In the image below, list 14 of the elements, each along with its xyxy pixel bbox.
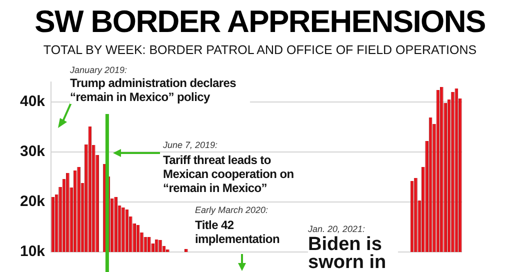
chart-subtitle: TOTAL BY WEEK: BORDER PATROL AND OFFICE OF FIELD OPERATIONS: [42, 43, 478, 58]
annotation: Tariff threat leads to Mexican cooperation on “remain in Mexico”: [163, 153, 303, 195]
annotation: Jan. 20, 2021:: [308, 224, 370, 235]
y-tick-label: 10k: [20, 243, 46, 260]
y-tick-label: 40k: [20, 93, 46, 110]
text: January 2019:: [70, 65, 132, 76]
annotation: Title 42 implementation: [195, 218, 295, 246]
annotation: Trump administration declares “remain in Mexico” policy: [70, 76, 250, 104]
y-tick-label: 30k: [20, 143, 46, 160]
chart-title: SW BORDER APPREHENSIONS: [34, 3, 486, 41]
y-tick-label: 20k: [20, 193, 46, 210]
annotation: Early March 2020:: [195, 205, 272, 216]
annotation: June 7, 2019:: [163, 140, 222, 151]
annotation: Biden is sworn in: [308, 234, 398, 272]
